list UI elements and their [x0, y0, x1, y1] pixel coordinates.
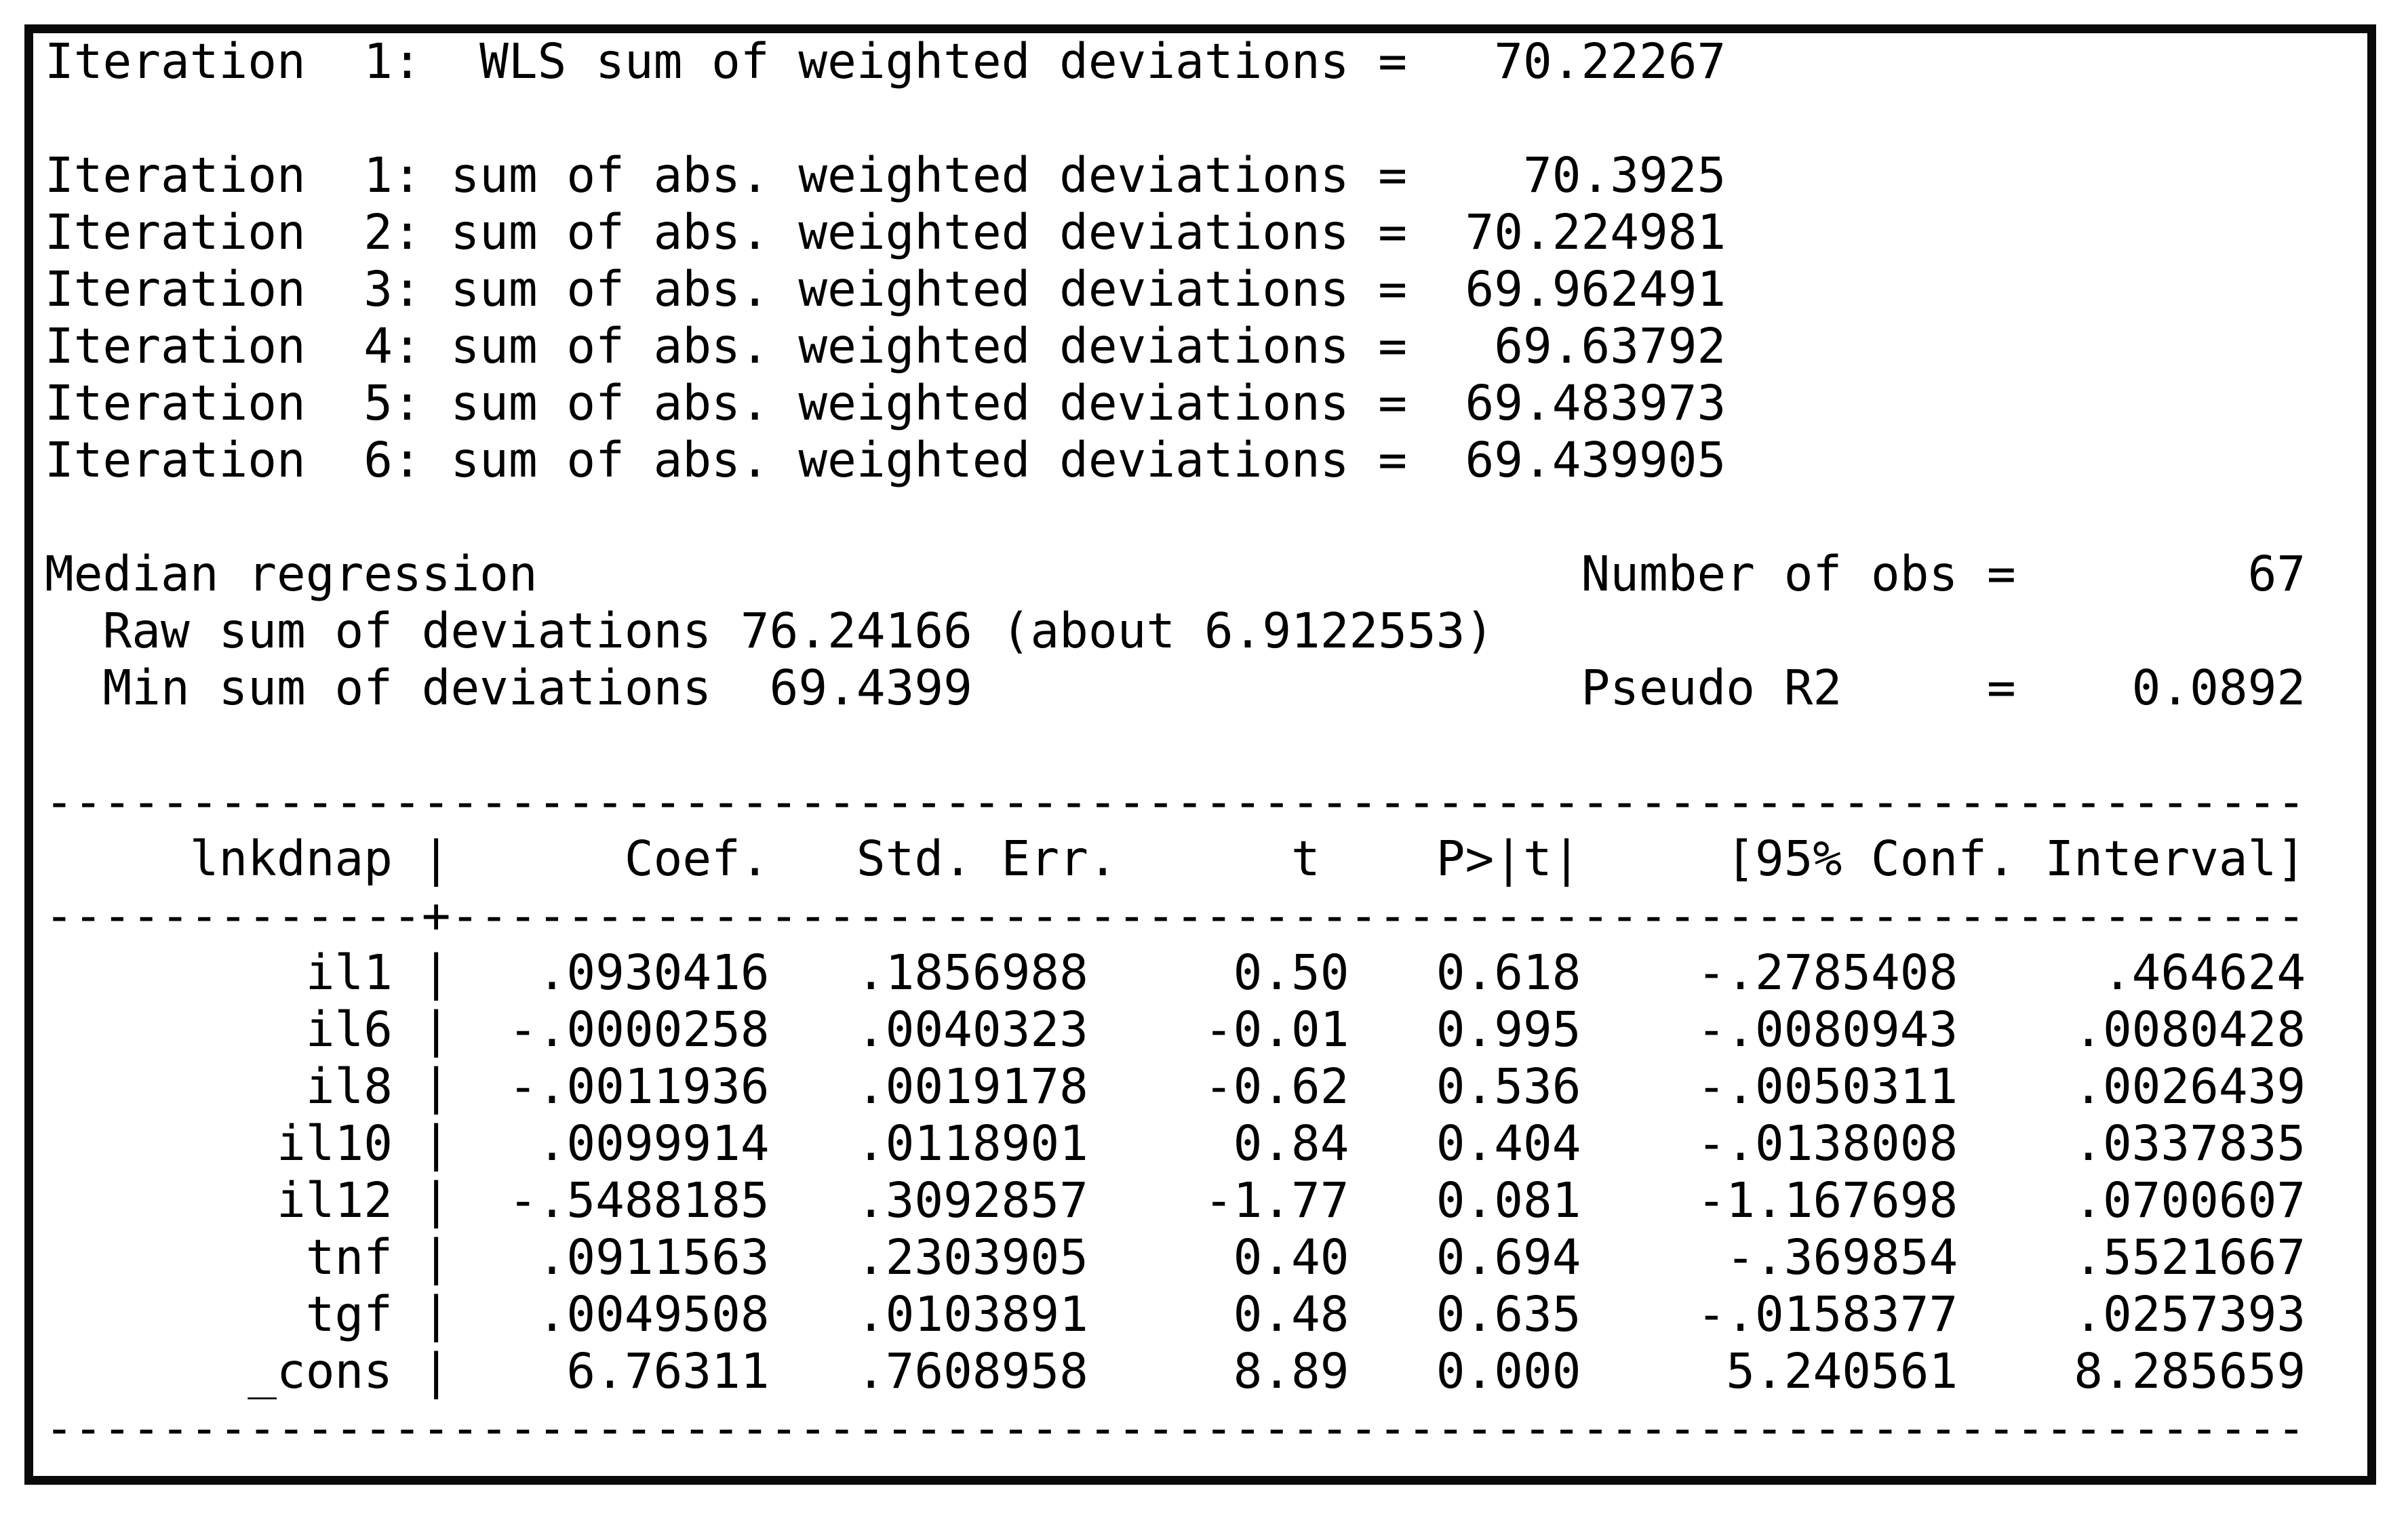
stata-results-window: Iteration 1: WLS sum of weighted deviati…: [24, 24, 2376, 1485]
stata-output-text: Iteration 1: WLS sum of weighted deviati…: [45, 33, 2306, 1456]
